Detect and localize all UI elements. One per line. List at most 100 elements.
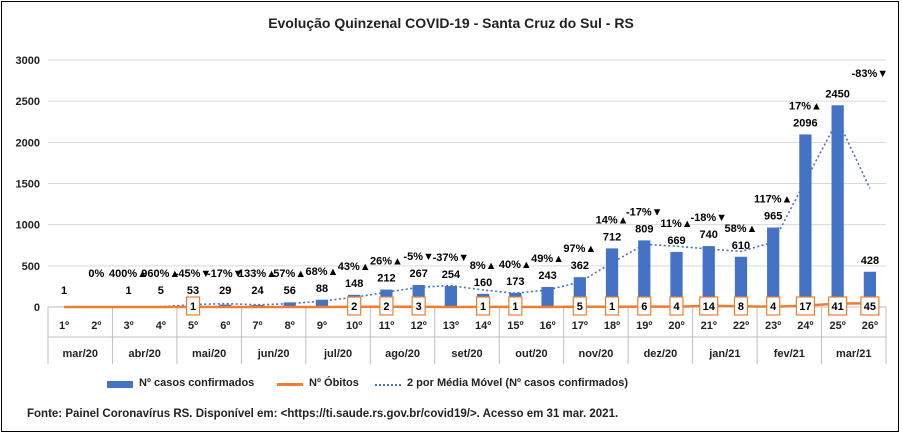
x-tick-label: 22º — [733, 320, 749, 332]
month-label: jan/21 — [708, 348, 740, 360]
legend-label-cases: Nº casos confirmados — [139, 377, 255, 389]
case-label: 88 — [316, 283, 328, 295]
death-label-box — [733, 296, 749, 316]
month-label: mai/20 — [192, 348, 226, 360]
death-label-box — [185, 296, 201, 316]
death-label: 6 — [641, 301, 647, 313]
x-tick-label: 17º — [572, 320, 588, 332]
y-tick-label: 0 — [34, 302, 40, 314]
bar-cases — [605, 248, 619, 307]
x-tick-label: 3º — [124, 320, 134, 332]
death-label: 1 — [480, 301, 486, 313]
x-tick-label: 5º — [188, 320, 198, 332]
death-label: 17 — [799, 301, 811, 313]
bar-cases — [315, 299, 329, 307]
x-tick-label: 6º — [220, 320, 230, 332]
death-label: 1 — [512, 301, 518, 313]
death-label-box — [572, 296, 587, 316]
x-tick-label: 8º — [285, 320, 295, 332]
death-label: 5 — [577, 301, 583, 313]
pct-change-label: -5%▼ — [403, 251, 433, 263]
death-label-box — [637, 296, 652, 316]
pct-change-label: 117%▲ — [754, 194, 792, 206]
pct-change-label: 133%▲ — [238, 268, 277, 280]
chart-title: Evolução Quinzenal COVID-19 - Santa Cruz… — [268, 15, 634, 31]
case-label: 428 — [861, 255, 879, 267]
pct-change-label: -83%▼ — [852, 68, 889, 80]
x-tick-label: 18º — [604, 320, 620, 332]
x-tick-label: 11º — [379, 320, 395, 332]
pct-change-label: 400%▲ — [109, 268, 148, 280]
month-label: set/20 — [451, 348, 482, 360]
month-label: mar/21 — [836, 348, 871, 360]
death-label: 45 — [864, 301, 876, 313]
case-label: 2450 — [825, 88, 849, 100]
legend-item-cases: Nº casos confirmados — [107, 377, 254, 389]
legend-swatch-deaths — [277, 383, 303, 386]
case-label: 965 — [764, 211, 782, 223]
x-tick-label: 15º — [507, 320, 523, 332]
y-tick-label: 2500 — [16, 96, 40, 108]
case-label: 2096 — [793, 117, 817, 129]
legend-item-deaths: Nº Óbitos — [277, 377, 359, 389]
case-label: 24 — [251, 285, 264, 297]
death-label-box — [476, 296, 491, 316]
case-label: 212 — [377, 273, 395, 285]
month-label: jun/20 — [257, 348, 290, 360]
x-tick-label: 24º — [797, 320, 813, 332]
bar-cases — [670, 251, 683, 307]
legend-item-moving-avg: 2 por Média Móvel (Nº casos confirmados) — [375, 377, 628, 389]
legend-swatch-cases — [107, 381, 133, 388]
bar-cases — [444, 286, 458, 307]
case-label: 610 — [732, 240, 750, 252]
month-label: abr/20 — [128, 348, 160, 360]
case-label: 267 — [409, 268, 427, 280]
pct-change-label: 26%▲ — [370, 256, 403, 268]
pct-change-label: 0% — [88, 268, 104, 280]
pct-change-label: -17%▼ — [207, 268, 244, 280]
pct-change-label: 17%▲ — [789, 100, 822, 112]
x-tick-label: 9º — [317, 320, 327, 332]
bar-cases — [283, 302, 296, 307]
month-label: mar/20 — [62, 348, 97, 360]
legend-swatch-moving-avg — [375, 384, 401, 386]
x-tick-label: 20º — [668, 320, 684, 332]
bar-cases — [638, 240, 651, 307]
pct-change-label: -45%▼ — [175, 268, 212, 280]
x-tick-label: 23º — [765, 320, 781, 332]
death-label: 4 — [770, 301, 777, 313]
bar-cases — [541, 286, 554, 307]
death-label-box — [828, 296, 848, 316]
month-label: dez/20 — [644, 348, 678, 360]
bar-cases — [831, 105, 844, 308]
moving-avg-line — [96, 118, 871, 308]
pct-change-label: 11%▲ — [660, 218, 692, 230]
case-label: 712 — [603, 231, 621, 243]
death-label: 4 — [673, 301, 680, 313]
x-tick-label: 13º — [443, 320, 459, 332]
month-label: out/20 — [515, 348, 547, 360]
x-tick-label: 4º — [156, 320, 166, 332]
death-label: 14 — [703, 301, 716, 313]
case-label: 29 — [219, 285, 231, 297]
case-label: 173 — [506, 276, 524, 288]
pct-change-label: 960%▲ — [141, 268, 180, 280]
bar-cases — [767, 227, 780, 307]
month-label: nov/20 — [578, 348, 613, 360]
death-label-box — [347, 296, 362, 316]
source-note: Fonte: Painel Coronavírus RS. Disponível… — [27, 408, 619, 420]
pct-change-label: 49%▲ — [531, 253, 564, 265]
death-label: 2 — [383, 301, 389, 313]
case-label: 148 — [345, 278, 363, 290]
deaths-line — [64, 302, 870, 309]
death-label-box — [411, 296, 426, 316]
month-label: fev/21 — [774, 348, 805, 360]
pct-change-label: -18%▼ — [690, 212, 727, 224]
death-label: 41 — [832, 301, 844, 313]
pct-change-label: -17%▼ — [626, 206, 663, 218]
pct-change-label: 8%▲ — [470, 260, 497, 272]
bar-cases — [734, 256, 748, 307]
case-label: 5 — [158, 285, 164, 297]
case-label: 243 — [538, 270, 556, 282]
